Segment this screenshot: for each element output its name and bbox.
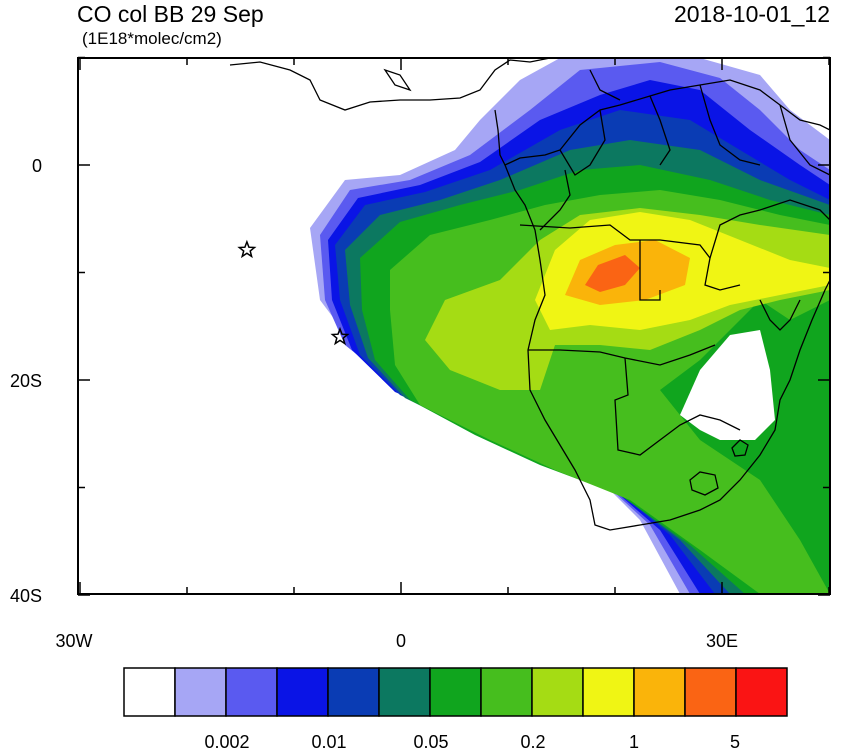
colorbar-swatch [684,667,737,717]
map-units: (1E18*molec/cm2) [82,29,222,48]
colorbar-swatch [378,667,431,717]
plot-frame [77,57,831,595]
y-tick-label: 20S [10,371,42,391]
y-tick-label: 0 [32,156,42,176]
colorbar-swatch [123,667,176,717]
colorbar-label: 0.2 [520,732,545,750]
colorbar-label: 0.002 [204,732,249,750]
map-title: CO col BB 29 Sep [77,1,264,27]
star-marker [330,326,350,346]
colorbar-label: 0.05 [413,732,448,750]
station-markers [237,239,350,346]
colorbar-swatch [225,667,278,717]
colorbar-swatch [582,667,635,717]
colorbar-labels: 0.002 0.01 0.05 0.2 1 5 [204,732,740,750]
colorbar [123,667,788,717]
map-timestamp: 2018-10-01_12 [673,1,830,27]
colorbar-swatch [480,667,533,717]
x-tick-label: 30W [55,631,92,651]
x-tick-label: 30E [706,631,738,651]
colorbar-swatch [327,667,380,717]
star-marker [237,239,257,259]
x-tick-label: 0 [396,631,406,651]
colorbar-swatch [174,667,227,717]
co-field [78,58,830,594]
country-borders [229,58,830,531]
colorbar-swatch [276,667,329,717]
y-tick-label: 40S [10,586,42,606]
colorbar-swatch [531,667,584,717]
colorbar-swatch [633,667,686,717]
colorbar-label: 5 [730,732,740,750]
colorbar-label: 0.01 [311,732,346,750]
axis-ticks [78,56,830,596]
colorbar-swatch [735,667,788,717]
colorbar-label: 1 [629,732,639,750]
colorbar-swatch [429,667,482,717]
